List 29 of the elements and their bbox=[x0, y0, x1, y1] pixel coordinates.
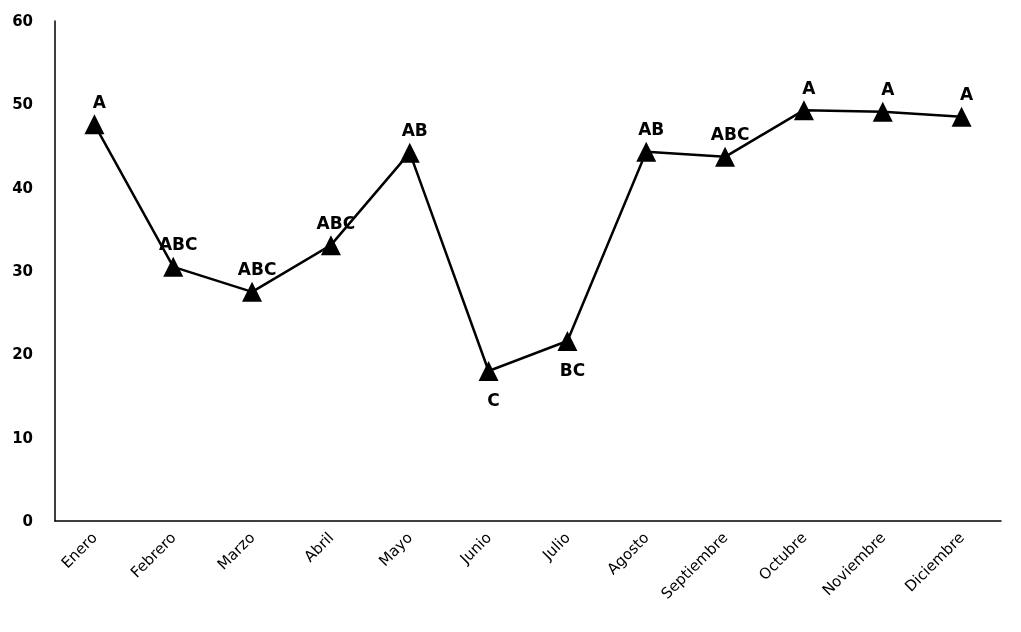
annotation: AB bbox=[638, 119, 665, 140]
annotation: C bbox=[487, 389, 500, 410]
y-tick-label: 0 bbox=[22, 512, 33, 530]
point bbox=[163, 256, 184, 277]
y-tick-label: 40 bbox=[12, 178, 33, 197]
point bbox=[320, 235, 341, 256]
annotation: ABC bbox=[237, 259, 277, 280]
point bbox=[84, 114, 105, 135]
y-tick-label: 30 bbox=[12, 262, 33, 280]
point bbox=[636, 141, 657, 162]
annotation: A bbox=[802, 77, 817, 98]
y-tick-label: 50 bbox=[12, 95, 33, 114]
point bbox=[557, 331, 578, 351]
annotation: A bbox=[881, 79, 896, 100]
annotation: BC bbox=[559, 359, 586, 380]
annotation: A bbox=[92, 91, 107, 112]
y-tick-label: 60 bbox=[12, 12, 33, 30]
y-tick-label: 20 bbox=[12, 345, 33, 364]
annotation: A bbox=[960, 84, 974, 105]
point bbox=[242, 281, 263, 302]
annotation: ABC bbox=[710, 124, 750, 145]
point bbox=[399, 142, 420, 163]
y-tick-label: 10 bbox=[12, 428, 33, 447]
point bbox=[951, 106, 972, 127]
point bbox=[715, 146, 736, 167]
point bbox=[872, 101, 893, 122]
point bbox=[478, 361, 499, 381]
point bbox=[793, 100, 814, 121]
annotation: AB bbox=[401, 120, 428, 141]
